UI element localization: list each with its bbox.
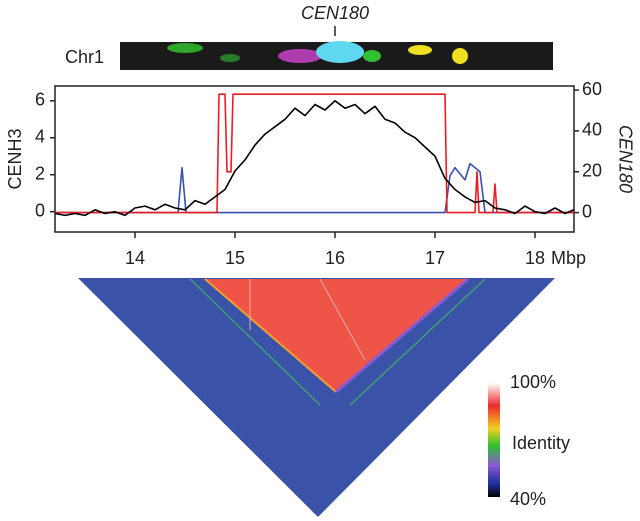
y2-tick-label: 20 bbox=[582, 161, 602, 181]
strip-marker: CEN180 bbox=[301, 3, 369, 23]
y-tick-label: 6 bbox=[35, 90, 45, 110]
x-tick-label: 17 bbox=[425, 248, 445, 268]
x-tick-label: 18 bbox=[525, 248, 545, 268]
chromosome-image bbox=[120, 41, 553, 70]
y-axis-label: CENH3 bbox=[5, 128, 25, 189]
y-tick-label: 2 bbox=[35, 163, 45, 183]
y2-tick-label: 40 bbox=[582, 120, 602, 140]
y2-axis-label: CEN180 bbox=[615, 125, 635, 193]
x-axis-label: Mbp bbox=[551, 248, 586, 268]
y2-tick-label: 60 bbox=[582, 79, 602, 99]
y2-tick-label: 0 bbox=[582, 201, 592, 221]
colorbar-max: 100% bbox=[510, 372, 556, 392]
series-line bbox=[55, 93, 574, 214]
series-line bbox=[55, 162, 574, 214]
y-tick-label: 0 bbox=[35, 200, 45, 220]
colorbar bbox=[488, 383, 500, 497]
colorbar-min: 40% bbox=[510, 489, 546, 509]
y-tick-label: 4 bbox=[35, 126, 45, 146]
plot-frame bbox=[54, 85, 575, 233]
identity-heatmap bbox=[78, 277, 555, 517]
colorbar-title: Identity bbox=[512, 433, 570, 453]
x-tick-label: 15 bbox=[225, 248, 245, 268]
series-line bbox=[54, 100, 575, 217]
x-tick-label: 14 bbox=[125, 248, 145, 268]
strip-label: Chr1 bbox=[65, 47, 104, 67]
x-tick-label: 16 bbox=[325, 248, 345, 268]
